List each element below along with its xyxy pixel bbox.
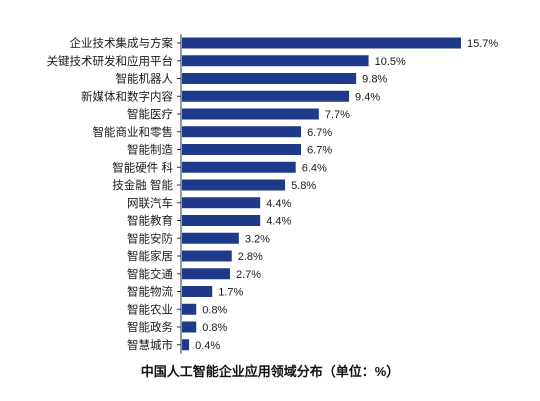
data-label: 7.7% [325, 109, 350, 121]
data-label: 15.7% [467, 38, 498, 50]
chart-title: 中国人工智能企业应用领域分布（单位：%） [140, 364, 400, 379]
data-label: 0.8% [202, 322, 227, 334]
bar [182, 55, 369, 67]
data-label: 10.5% [375, 56, 406, 68]
category-label: 智能硬件 科 [112, 160, 173, 174]
bar [182, 232, 239, 244]
bar [182, 161, 296, 173]
category-label: 智能家居 [127, 249, 173, 263]
category-label: 智能机器人 [116, 72, 174, 86]
bar [182, 321, 197, 333]
category-label: 智能交通 [127, 267, 173, 281]
bar [182, 179, 286, 191]
bar [182, 250, 232, 262]
bar [182, 268, 230, 280]
data-label: 6.4% [302, 162, 327, 174]
data-label: 9.4% [355, 91, 380, 103]
data-label: 4.4% [266, 216, 291, 228]
bar [182, 144, 302, 155]
category-label: 技金融 智能 [112, 178, 173, 192]
bar [182, 197, 261, 209]
data-label: 1.7% [218, 287, 243, 299]
bar [182, 90, 350, 102]
data-label: 0.4% [195, 340, 220, 352]
bar [182, 126, 302, 138]
category-label: 关键技术研发和应用平台 [47, 54, 174, 68]
bar [182, 73, 357, 84]
data-label: 6.7% [307, 145, 332, 157]
bar [182, 286, 213, 297]
category-label: 智能安防 [127, 231, 173, 245]
category-label: 企业技术集成与方案 [70, 36, 174, 50]
data-label: 6.7% [307, 127, 332, 139]
bar [182, 215, 261, 226]
data-label: 4.4% [266, 198, 291, 210]
data-label: 3.2% [245, 233, 270, 245]
data-label: 0.8% [202, 304, 227, 316]
category-label: 智能商业和零售 [93, 125, 174, 139]
category-label: 智能物流 [127, 285, 173, 299]
category-label: 智能教育 [127, 214, 173, 228]
category-label: 智慧城市 [127, 338, 173, 352]
bar [182, 339, 190, 351]
category-label: 智能医疗 [127, 107, 173, 121]
category-label: 智能制造 [127, 143, 173, 157]
data-label: 2.8% [238, 251, 263, 263]
category-label: 智能政务 [127, 320, 173, 334]
category-label: 网联汽车 [127, 196, 173, 210]
category-label: 智能农业 [127, 302, 173, 316]
category-label: 新媒体和数字内容 [81, 89, 173, 103]
bar [182, 303, 197, 315]
data-label: 9.8% [362, 74, 387, 86]
data-label: 5.8% [291, 180, 316, 192]
data-label: 2.7% [236, 269, 261, 281]
bar [182, 37, 461, 49]
bar-chart: 企业技术集成与方案 15.7% 关键技术研发和应用平台 10.5% 智能机器人 9.8% 新… [47, 34, 498, 354]
bar [182, 108, 319, 120]
